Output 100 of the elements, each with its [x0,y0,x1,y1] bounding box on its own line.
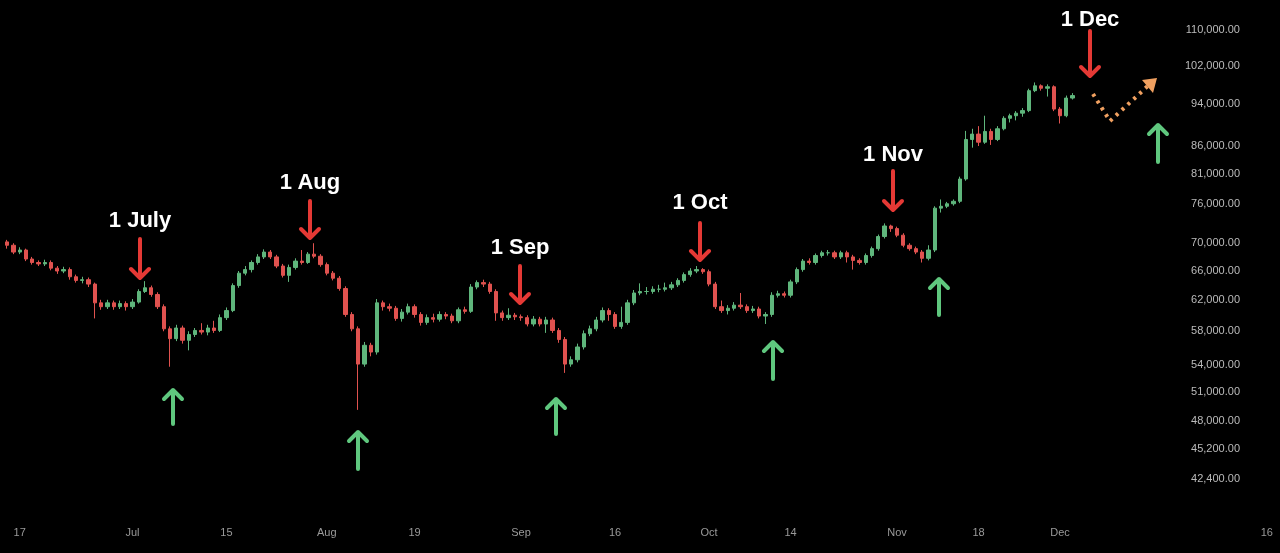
candlestick [745,303,749,314]
annotation: 1 Nov [863,141,923,167]
candlestick [469,283,473,314]
candlestick [889,224,893,233]
candlestick [1033,81,1037,93]
candlestick [394,305,398,322]
candlestick [1027,88,1031,113]
candlestick [444,311,448,320]
candlestick [776,290,780,299]
candlestick [1058,106,1062,125]
candlestick [976,125,981,147]
candlestick [262,248,266,260]
candlestick [795,266,799,285]
candlestick [920,249,924,264]
candlestick [494,288,498,322]
candlestick [274,254,279,269]
candlestick [970,128,974,149]
candlestick [74,274,78,284]
candlestick [18,246,22,255]
candlestick [400,308,404,323]
candlestick [1064,95,1068,118]
candlestick [11,242,16,255]
candlestick [419,311,423,327]
y-tick-label: 58,000.00 [1191,324,1240,337]
candlestick [149,285,153,298]
candlestick [1014,110,1018,121]
candlestick [293,257,298,271]
candlestick [813,252,818,266]
candlestick [688,267,692,278]
candlestick [199,322,204,336]
x-tick-label: 18 [972,525,985,538]
y-tick-label: 54,000.00 [1191,358,1240,371]
candlestick [137,288,141,305]
candlestick [406,303,410,315]
candlestick [256,253,260,266]
candlestick [375,298,379,356]
candlestick [607,307,611,322]
candlestick [206,324,210,336]
candlestick [124,300,128,312]
candlestick [907,242,912,252]
candlestick [933,205,937,253]
candlestick [337,275,341,292]
candlestick [1070,92,1075,101]
candlestick [381,300,385,312]
y-tick-label: 66,000.00 [1191,263,1240,276]
candlestick [632,289,636,306]
candlestick [343,285,348,318]
candlestick [782,291,786,299]
x-tick-label: 17 [13,525,26,538]
candlestick [224,306,229,321]
x-tick-label: Oct [700,525,718,538]
candlestick [557,327,561,344]
candlestick [412,303,417,319]
candlestick [300,249,304,266]
candlestick [93,282,97,319]
candlestick [112,300,116,311]
candlestick [995,125,1000,142]
candlestick [857,257,862,266]
annotation: 1 Oct [672,189,728,215]
y-tick-label: 70,000.00 [1191,235,1240,248]
y-tick-label: 110,000.00 [1185,23,1240,35]
candlestick [325,262,329,276]
candlestick [701,267,705,275]
candlestick [569,355,573,368]
candlestick [1052,84,1056,112]
y-tick-label: 51,000.00 [1191,385,1240,398]
candlestick [763,311,768,325]
y-tick-label: 45,200.00 [1191,441,1240,454]
candlestick [49,259,53,271]
candlestick [682,271,686,284]
candlestick [306,251,310,265]
candlestick [287,264,291,283]
candlestick [61,266,66,274]
candlestick [870,246,874,259]
candlestick [24,248,28,262]
candlestick [600,306,605,323]
annotation: 1 Dec [1060,6,1120,32]
candlestick [958,176,962,204]
candlestick [951,198,956,207]
candlestick [218,313,222,333]
candlestick [588,325,592,337]
candlestick [425,313,429,326]
candlestick [212,320,216,334]
candlestick [312,242,316,259]
candlestick [475,279,479,290]
annotation: 1 Sep [490,234,550,260]
candlestick [651,285,655,295]
y-tick-label: 76,000.00 [1191,197,1240,210]
candlestick [926,244,931,261]
candlestick [68,266,72,281]
candlestick [237,270,241,289]
candlestick [249,259,254,273]
candlestick [318,253,323,268]
candlestick [437,310,442,323]
candlestick [168,325,172,368]
candlestick [5,239,9,250]
candlestick [387,303,392,312]
candlestick [1008,113,1012,123]
candlestick [500,310,504,322]
y-tick-label: 94,000.00 [1191,97,1240,110]
